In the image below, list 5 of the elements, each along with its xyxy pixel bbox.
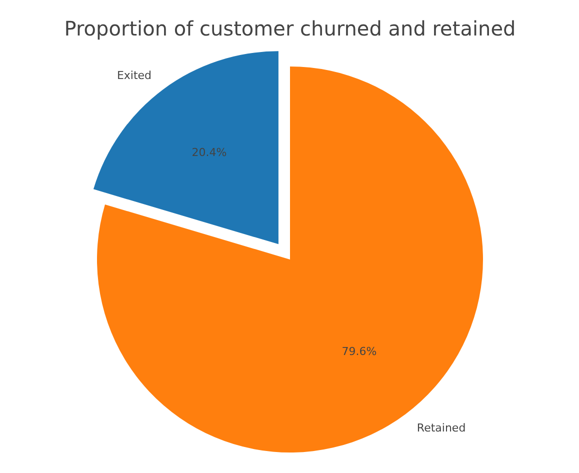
slice-label: Retained [416, 421, 466, 434]
data-label: 79.6% [342, 344, 377, 358]
slice-label: Exited [116, 69, 152, 82]
data-label: 20.4% [192, 146, 227, 159]
chart-title: Proportion of customer churned and retained [64, 16, 516, 40]
